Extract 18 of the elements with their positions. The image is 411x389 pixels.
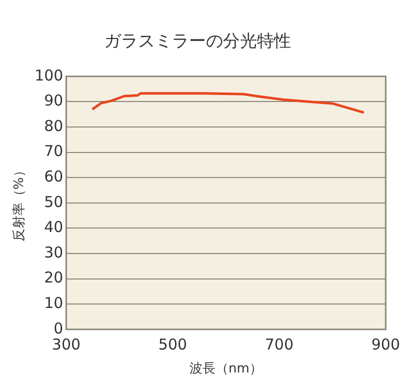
y-tick-label: 60 xyxy=(44,167,64,186)
x-axis-title: 波長（nm） xyxy=(190,362,262,377)
y-tick-label: 0 xyxy=(54,319,64,338)
x-tick-label: 700 xyxy=(264,335,294,354)
x-tick-label: 900 xyxy=(371,335,400,354)
y-axis-title: 反射率（%） xyxy=(11,164,28,242)
y-tick-label: 20 xyxy=(44,268,64,287)
x-tick-label: 300 xyxy=(52,335,81,354)
y-tick-label: 40 xyxy=(44,218,64,236)
chart-title: ガラスミラーの分光特性 xyxy=(104,32,291,52)
y-tick-label: 30 xyxy=(44,243,64,262)
y-tick-label: 90 xyxy=(44,92,64,110)
y-tick-label: 10 xyxy=(44,294,64,312)
y-tick-label: 70 xyxy=(44,142,64,160)
y-tick-label: 50 xyxy=(44,192,64,211)
x-tick-label: 500 xyxy=(158,335,188,354)
y-tick-label: 100 xyxy=(34,66,64,84)
y-tick-label: 80 xyxy=(44,116,64,135)
